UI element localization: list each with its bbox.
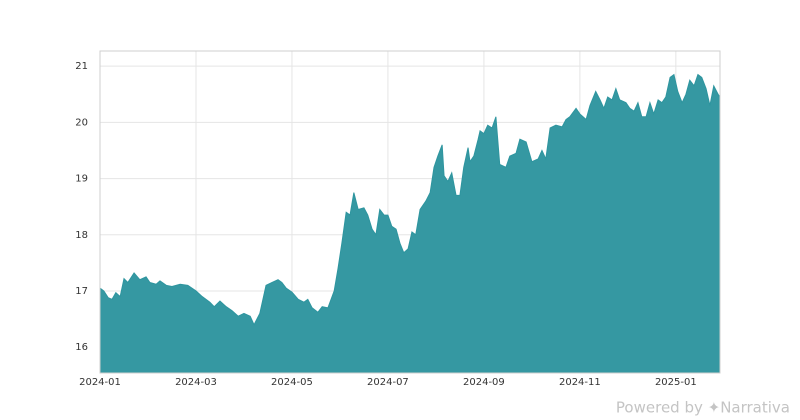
x-tick-label: 2025-01: [655, 377, 697, 388]
x-tick-label: 2024-11: [559, 377, 601, 388]
y-tick-label: 21: [75, 61, 88, 72]
area: [99, 73, 721, 374]
x-tick-label: 2024-07: [367, 377, 409, 388]
y-tick-label: 19: [75, 174, 88, 185]
x-tick-label: 2024-05: [271, 377, 313, 388]
x-tick-label: 2024-03: [175, 377, 217, 388]
footer: Powered by ✦Narrativa: [616, 399, 790, 417]
y-tick-label: 20: [75, 117, 88, 128]
y-tick-label: 17: [75, 286, 88, 297]
plot-border: [99, 50, 721, 374]
y-tick-label: 16: [75, 342, 88, 353]
x-tick-label: 2024-09: [463, 377, 505, 388]
x-tick-label: 2024-01: [79, 377, 121, 388]
y-tick-label: 18: [75, 230, 88, 241]
